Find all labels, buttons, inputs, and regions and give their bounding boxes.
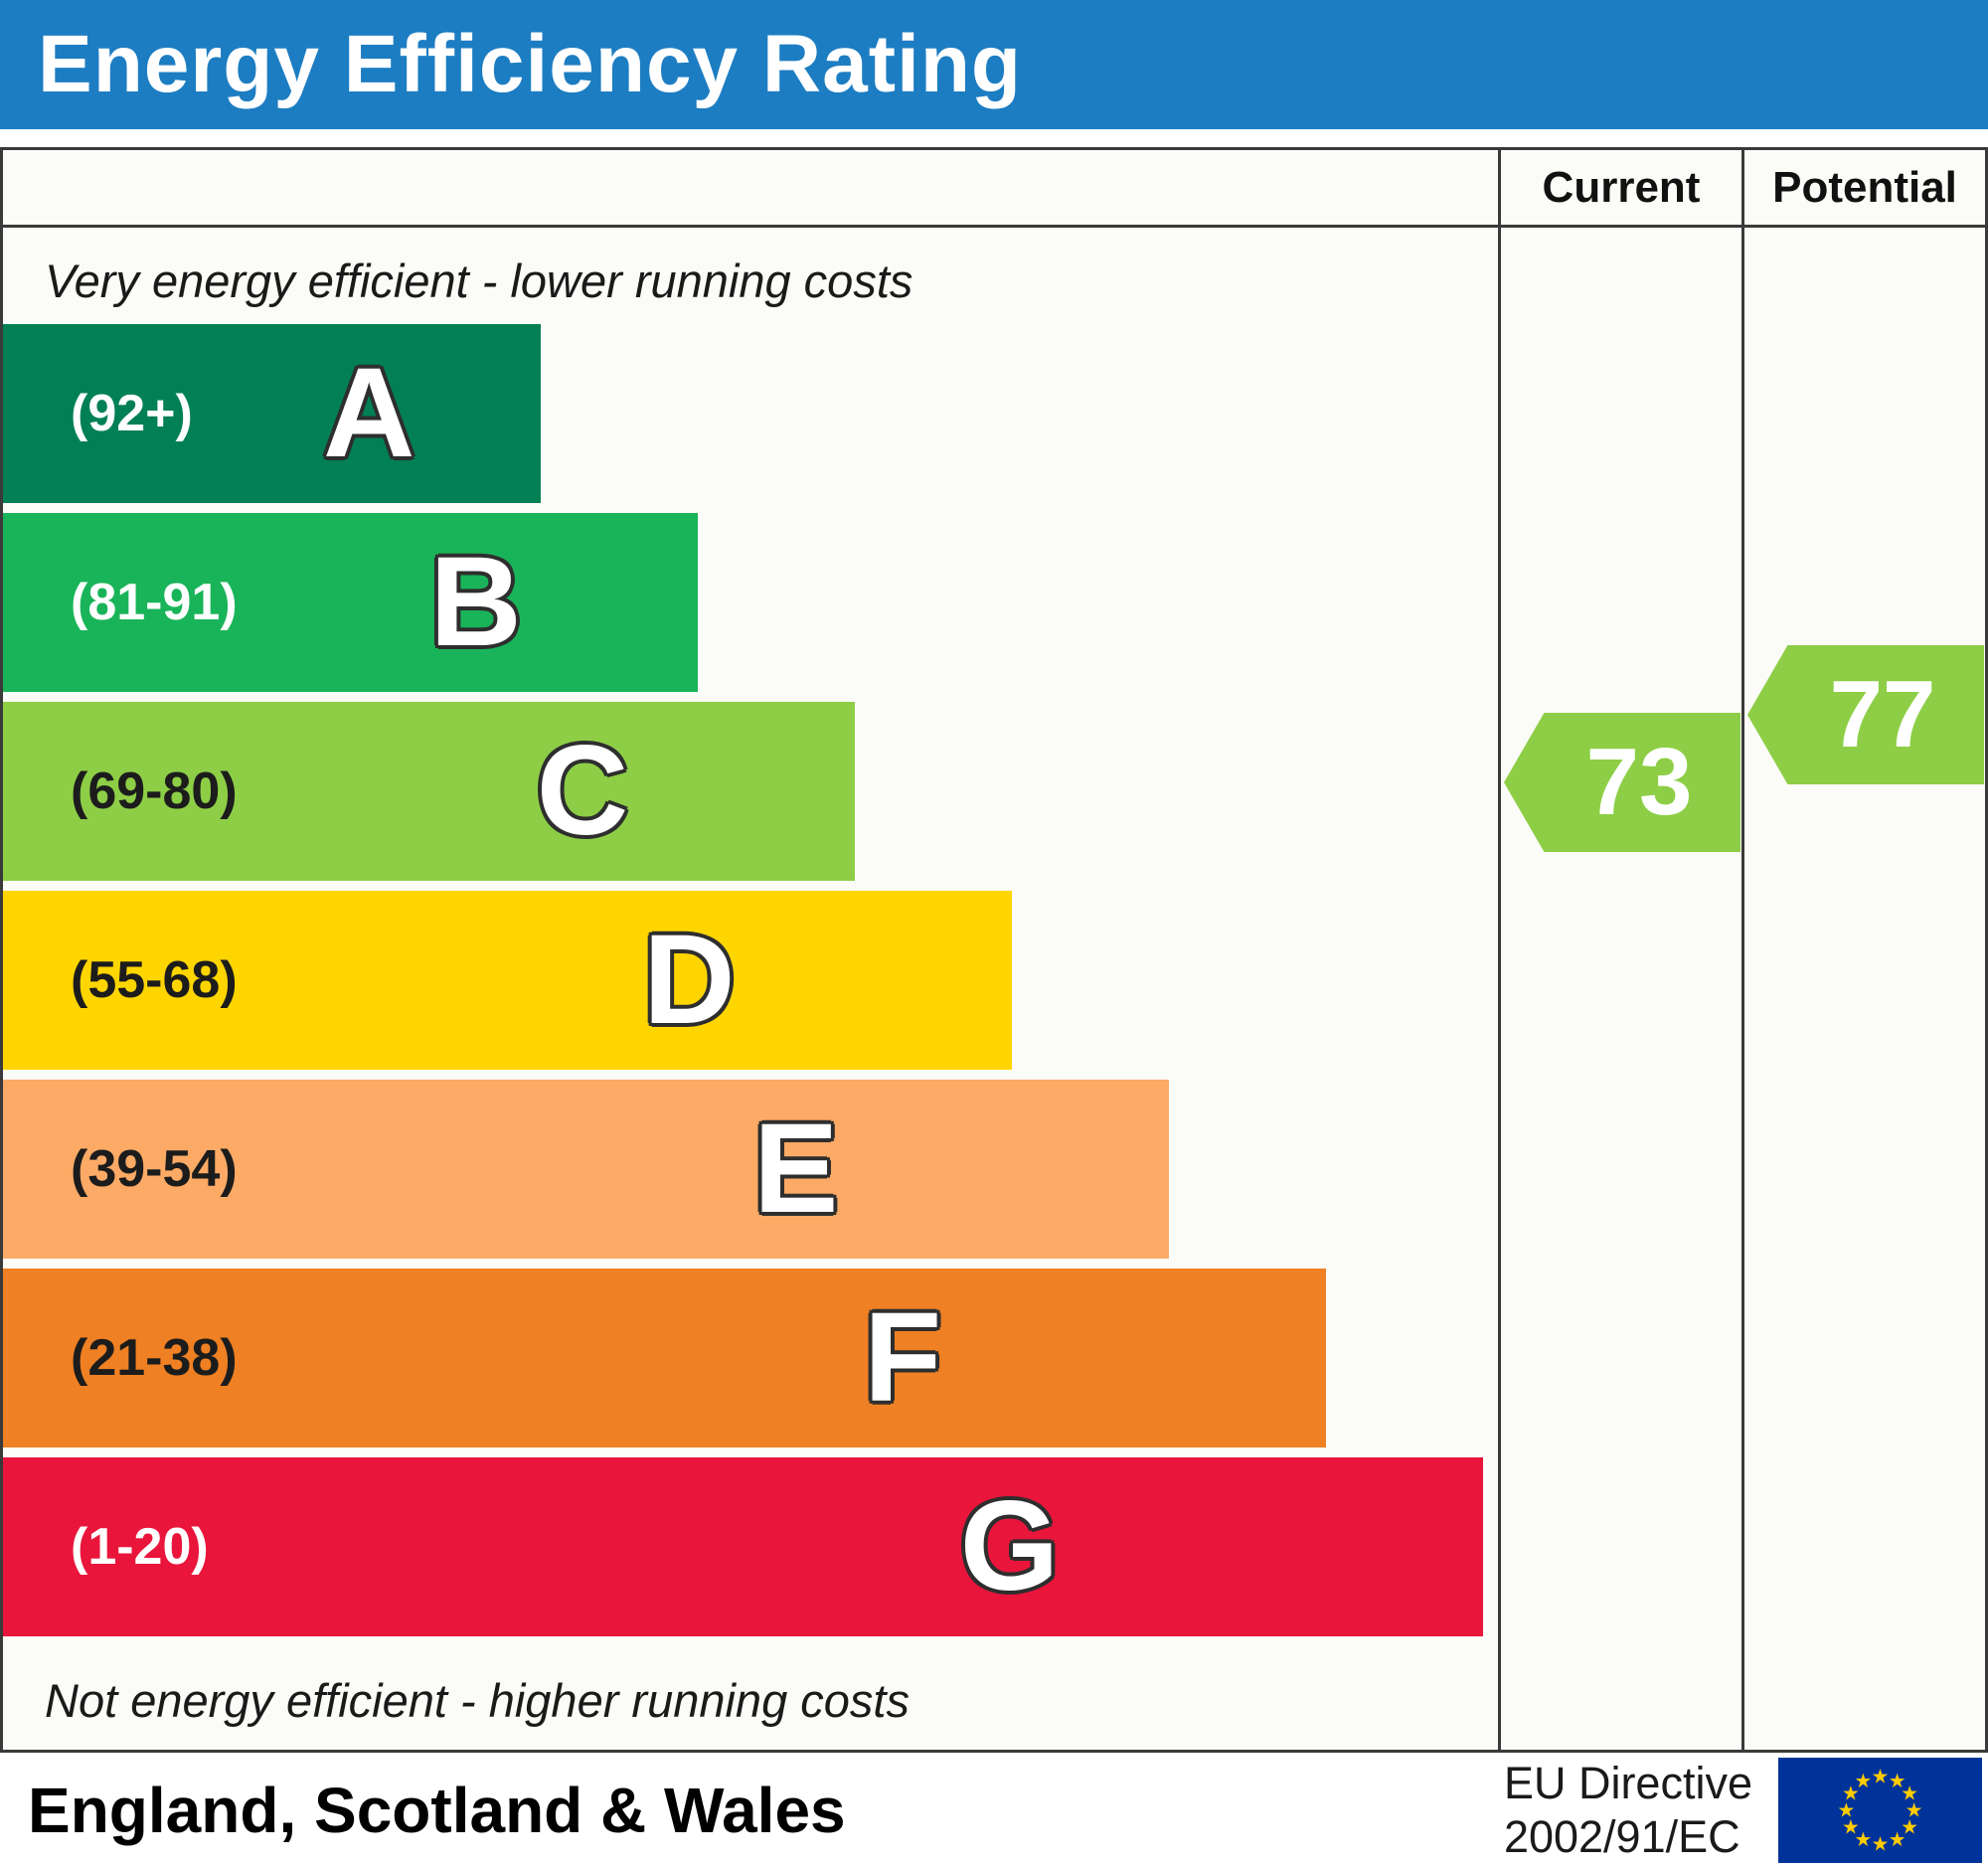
- svg-text:★: ★: [1901, 1782, 1918, 1804]
- band-range-label: (55-68): [71, 951, 238, 1009]
- eu-directive-line1: EU Directive: [1503, 1758, 1752, 1809]
- band-letter: E: [753, 1098, 839, 1240]
- chart-title-bar: Energy Efficiency Rating: [0, 0, 1988, 129]
- eu-directive-line2: 2002/91/EC: [1503, 1810, 1740, 1862]
- band-c: (69-80) C: [3, 702, 856, 881]
- svg-text:★: ★: [1905, 1798, 1923, 1821]
- potential-column-header: Potential: [1741, 150, 1985, 228]
- bands-column: Very energy efficient - lower running co…: [3, 228, 1498, 1750]
- svg-text:★: ★: [1872, 1765, 1890, 1787]
- band-letter: D: [643, 909, 736, 1051]
- band-b: (81-91) B: [3, 513, 699, 692]
- potential-rating-value: 77: [1829, 661, 1936, 767]
- current-rating-arrow: 73: [1504, 713, 1740, 852]
- band-range-label: (21-38): [71, 1329, 238, 1387]
- top-note: Very energy efficient - lower running co…: [45, 255, 913, 307]
- svg-text:★: ★: [1901, 1815, 1918, 1838]
- rating-bands: (92+) A (81-91) B (69-80) C (55-68) D (3…: [3, 324, 1498, 1636]
- band-a: (92+) A: [3, 324, 542, 503]
- footer-right: EU Directive 2002/91/EC ★ ★ ★ ★ ★ ★ ★ ★ …: [1504, 1757, 1988, 1863]
- chart-title: Energy Efficiency Rating: [38, 19, 1023, 109]
- svg-text:★: ★: [1855, 1769, 1873, 1791]
- band-letter: F: [864, 1286, 942, 1429]
- band-letter: B: [429, 531, 522, 673]
- band-range-label: (92+): [71, 385, 193, 442]
- current-column-header: Current: [1498, 150, 1741, 228]
- svg-text:★: ★: [1837, 1798, 1855, 1821]
- header-divider: [0, 129, 1988, 147]
- current-rating-value: 73: [1585, 729, 1693, 835]
- current-column: 73: [1498, 228, 1741, 1750]
- eu-directive-label: EU Directive 2002/91/EC: [1504, 1757, 1752, 1862]
- rating-table: Current Potential Very energy efficient …: [0, 147, 1988, 1753]
- svg-text:★: ★: [1842, 1815, 1860, 1838]
- eu-flag-icon: ★ ★ ★ ★ ★ ★ ★ ★ ★ ★ ★ ★: [1778, 1757, 1982, 1863]
- band-letter: G: [959, 1475, 1060, 1617]
- bottom-note: Not energy efficient - higher running co…: [45, 1674, 910, 1727]
- band-e: (39-54) E: [3, 1080, 1170, 1259]
- svg-text:★: ★: [1889, 1828, 1906, 1851]
- band-f: (21-38) F: [3, 1269, 1327, 1447]
- chart-footer: England, Scotland & Wales EU Directive 2…: [0, 1753, 1988, 1867]
- svg-text:★: ★: [1842, 1782, 1860, 1804]
- band-g: (1-20) G: [3, 1457, 1483, 1636]
- potential-rating-arrow: 77: [1747, 645, 1984, 784]
- band-d: (55-68) D: [3, 891, 1013, 1070]
- region-label: England, Scotland & Wales: [28, 1774, 846, 1846]
- band-range-label: (69-80): [71, 763, 238, 820]
- band-range-label: (39-54): [71, 1140, 238, 1198]
- svg-text:★: ★: [1855, 1828, 1873, 1851]
- band-range-label: (1-20): [71, 1518, 209, 1576]
- chart-column-header: [3, 150, 1498, 228]
- band-letter: C: [536, 720, 629, 862]
- svg-text:★: ★: [1889, 1769, 1906, 1791]
- band-letter: A: [322, 342, 415, 484]
- potential-column: 77: [1741, 228, 1985, 1750]
- band-range-label: (81-91): [71, 574, 238, 631]
- svg-text:★: ★: [1872, 1832, 1890, 1855]
